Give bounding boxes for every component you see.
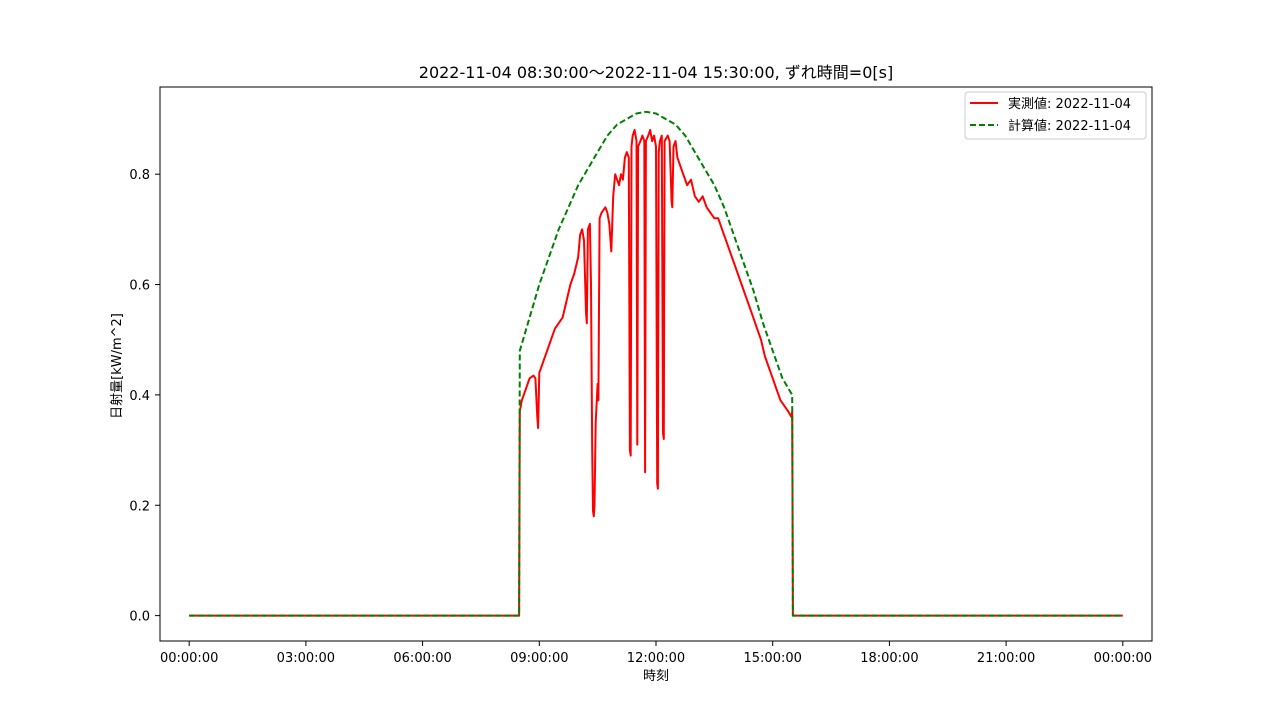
legend: 実測値: 2022-11-04 計算値: 2022-11-04 [964, 91, 1147, 140]
x-tick-label: 09:00:00 [510, 651, 568, 666]
x-tick-label: 03:00:00 [277, 651, 335, 666]
x-tick-label: 15:00:00 [744, 651, 802, 666]
y-tick-label: 0.8 [129, 168, 150, 183]
x-tick-label: 18:00:00 [860, 651, 918, 666]
series-line-measured [189, 129, 1123, 617]
y-tick-label: 0.6 [129, 279, 150, 294]
x-tick-label: 00:00:00 [1094, 651, 1152, 666]
y-axis-label: 日射量[kW/m^2] [109, 313, 125, 419]
y-tick-label: 0.4 [129, 389, 150, 404]
series-layer [189, 110, 1123, 617]
x-tick-label: 12:00:00 [627, 651, 685, 666]
x-tick-label: 06:00:00 [393, 651, 451, 666]
x-tick-label: 21:00:00 [977, 651, 1035, 666]
axis-layer: 00:00:00 03:00:00 06:00:00 09:00:00 12:00:00… [129, 168, 1152, 666]
chart-title: 2022-11-04 08:30:00～2022-11-04 15:30:00,… [419, 63, 893, 82]
x-axis-label: 時刻 [643, 669, 669, 684]
legend-label-measured: 実測値: 2022-11-04 [1008, 96, 1131, 112]
legend-label-calculated: 計算値: 2022-11-04 [1008, 118, 1131, 134]
legend-frame [964, 91, 1147, 140]
x-tick-label: 00:00:00 [160, 651, 218, 666]
y-tick-label: 0.0 [129, 610, 150, 625]
y-tick-label: 0.2 [129, 499, 150, 514]
series-line-calculated [189, 110, 1123, 617]
